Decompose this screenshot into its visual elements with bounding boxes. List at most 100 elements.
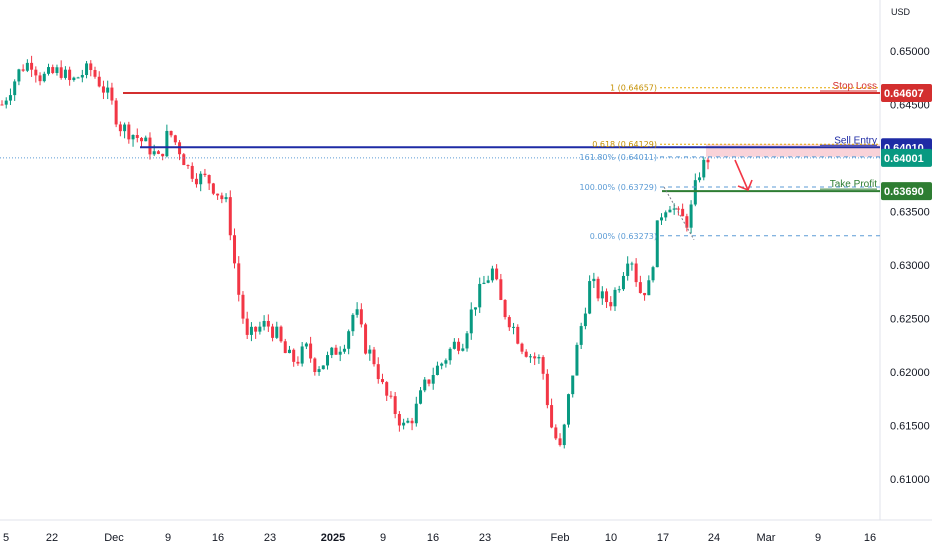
candle-body: [389, 395, 393, 397]
y-tick-label: 0.61500: [890, 421, 930, 433]
candle-body: [364, 324, 368, 354]
candle-body: [287, 349, 291, 354]
candle-body: [321, 365, 325, 370]
price-axis[interactable]: 0.650000.645000.640000.635000.630000.625…: [881, 46, 932, 486]
candle-body: [533, 356, 537, 359]
candle-body: [440, 363, 444, 366]
candle-body: [249, 326, 253, 335]
candle-body: [503, 299, 507, 318]
candle-body: [118, 124, 122, 132]
candle-body: [330, 347, 334, 356]
candle-body: [144, 137, 148, 142]
x-tick-label: 23: [479, 532, 491, 544]
candle-body: [93, 70, 97, 77]
candle-body: [190, 165, 194, 179]
y-tick-label: 0.62500: [890, 314, 930, 326]
candle-body: [114, 100, 118, 125]
x-tick-label: 2025: [321, 532, 345, 544]
candle-body: [30, 62, 34, 70]
candle-body: [444, 360, 448, 364]
take-profit-badge-text: 0.63690: [884, 186, 924, 198]
x-tick-label: 16: [864, 532, 876, 544]
candle-body: [659, 217, 663, 221]
candle-body: [524, 351, 528, 357]
candle-body: [275, 326, 279, 338]
y-tick-label: 0.64500: [890, 100, 930, 112]
candle-body: [89, 63, 93, 71]
candle-body: [486, 280, 490, 283]
candle-body: [186, 165, 190, 167]
candle-body: [220, 195, 224, 200]
candle-body: [182, 154, 186, 166]
candle-body: [512, 326, 516, 328]
candle-body: [579, 326, 583, 345]
candle-body: [203, 173, 207, 176]
candle-body: [588, 281, 592, 314]
candle-body: [647, 280, 651, 296]
stop-loss-badge: [881, 84, 932, 103]
candle-body: [334, 347, 338, 355]
candle-body: [626, 263, 630, 276]
candle-body: [681, 208, 685, 217]
candle-body: [562, 424, 566, 446]
candle-body: [545, 373, 549, 406]
y-tick-label: 0.63000: [890, 260, 930, 272]
chart-grid: [0, 0, 932, 521]
candle-body: [237, 263, 241, 295]
candle-body: [431, 375, 435, 384]
candle-body: [368, 349, 372, 354]
candle-body: [461, 348, 465, 351]
candle-body: [605, 291, 609, 303]
candle-body: [702, 159, 706, 178]
x-tick-label: 16: [427, 532, 439, 544]
y-tick-label: 0.61000: [890, 474, 930, 486]
candle-body: [537, 357, 541, 359]
candle-body: [406, 420, 410, 423]
candle-body: [140, 137, 144, 142]
candle-body: [258, 326, 262, 332]
candle-body: [21, 69, 25, 71]
x-tick-label: 24: [708, 532, 720, 544]
time-axis[interactable]: 5 22 Dec 9 16 23 2025 9 16 23 Feb 10 17 24 Mar 9 16: [3, 532, 876, 544]
candle-body: [148, 137, 152, 155]
x-tick-label: 23: [264, 532, 276, 544]
candle-body: [452, 341, 456, 349]
candle-body: [300, 346, 304, 364]
candle-body: [351, 314, 355, 332]
candle-body: [161, 153, 165, 157]
candle-body: [110, 87, 114, 101]
candle-body: [283, 341, 287, 354]
x-tick-label: 9: [165, 532, 171, 544]
fib-level-label: 0.618 (0.64129): [592, 140, 657, 149]
candle-body: [465, 333, 469, 349]
candle-body: [583, 313, 587, 327]
candle-body: [97, 76, 101, 87]
sell-entry-label: Sell Entry: [834, 135, 877, 146]
candle-body: [72, 77, 76, 81]
candle-body: [558, 438, 562, 446]
candle-body: [224, 197, 228, 200]
candle-body: [706, 159, 710, 163]
candle-body: [423, 379, 427, 391]
candle-body: [4, 100, 8, 105]
candle-body: [402, 422, 406, 426]
x-tick-label: Mar: [757, 532, 776, 544]
candle-body: [638, 282, 642, 293]
candle-body: [127, 124, 131, 140]
candle-body: [554, 427, 558, 439]
candle-body: [55, 67, 59, 73]
candle-body: [131, 134, 135, 140]
candle-body: [435, 365, 439, 376]
take-profit-label: Take Profit: [830, 179, 877, 190]
candle-body: [478, 283, 482, 308]
candle-body: [13, 81, 17, 96]
x-tick-label: 9: [380, 532, 386, 544]
candle-body: [385, 382, 389, 396]
take-profit-badge: [881, 182, 932, 201]
candle-body: [596, 278, 600, 299]
candle-body: [313, 358, 317, 373]
candle-body: [668, 209, 672, 213]
x-tick-label: 17: [657, 532, 669, 544]
candle-body: [609, 302, 613, 307]
